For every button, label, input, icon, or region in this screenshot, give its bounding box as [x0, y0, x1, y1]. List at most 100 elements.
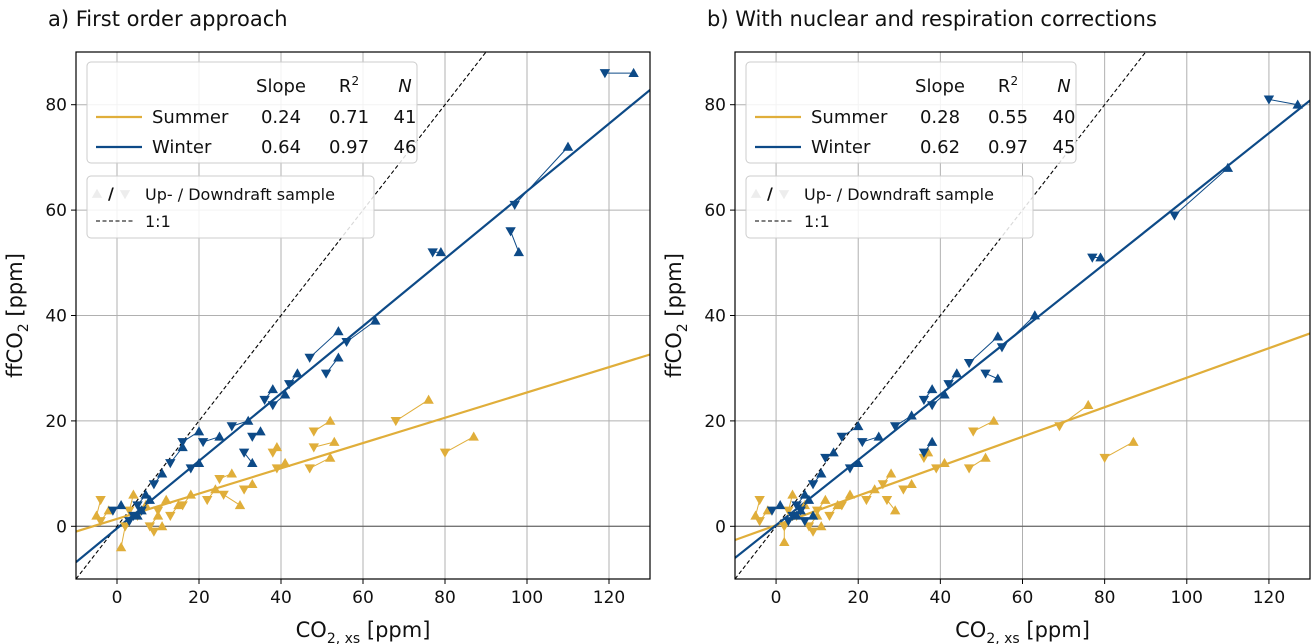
x-tick-label: 0: [112, 588, 123, 608]
downdraft-point: [820, 453, 831, 463]
downdraft-point: [1054, 422, 1065, 432]
legend-header-slope: Slope: [256, 76, 306, 97]
downdraft-point: [267, 401, 278, 411]
legend-r2-value: 0.97: [988, 137, 1028, 158]
legend-label-winter: Winter: [152, 137, 212, 158]
downdraft-point: [1087, 253, 1098, 263]
updraft-point: [1128, 436, 1139, 446]
x-tick-label: 80: [434, 588, 456, 608]
updraft-point: [214, 431, 225, 441]
legend-n-value: 40: [1053, 107, 1076, 128]
updraft-point: [774, 500, 786, 510]
y-tick-label: 80: [704, 96, 726, 116]
sample-link: [444, 436, 474, 453]
legend-one-to-one-label: 1:1: [145, 212, 171, 231]
updraft-point: [435, 247, 447, 257]
legend-label-summer: Summer: [152, 107, 229, 128]
downdraft-point: [271, 464, 283, 474]
updraft-point: [889, 505, 901, 515]
downdraft-point: [390, 417, 401, 427]
fit-line-summer: [76, 353, 650, 533]
updraft-point: [787, 489, 798, 499]
downdraft-point: [980, 369, 991, 379]
legend-header-r2: R2: [339, 74, 359, 97]
downdraft-point: [247, 432, 258, 442]
updraft-point: [152, 510, 164, 520]
legend-header-slope: Slope: [915, 76, 965, 97]
stats-legend: Slope R2 N Summer 0.24 0.71 41 Winter 0.64 0.97 46: [86, 61, 418, 164]
y-axis-label: ffCO2 [ppm]: [662, 253, 691, 378]
plot-area: [735, 52, 1310, 579]
updraft-point: [939, 457, 950, 467]
updraft-point: [1029, 310, 1041, 320]
downdraft-point: [996, 343, 1008, 353]
downdraft-point: [148, 480, 160, 490]
x-tick-label: 40: [270, 588, 292, 608]
downdraft-point: [807, 480, 819, 490]
updraft-point: [234, 500, 246, 510]
downdraft-point: [120, 522, 131, 532]
updraft-point: [799, 489, 811, 499]
updraft-point: [193, 426, 205, 436]
chart-title: b) With nuclear and respiration correcti…: [707, 7, 1157, 31]
downdraft-point: [803, 522, 815, 532]
downdraft-point: [791, 501, 802, 511]
updraft-point: [115, 542, 127, 552]
x-tick-label: 20: [188, 588, 210, 608]
fit-line-winter: [735, 99, 1310, 559]
updraft-point: [279, 457, 291, 467]
downdraft-point: [238, 448, 250, 458]
downdraft-point: [427, 248, 438, 258]
y-tick-label: 40: [45, 307, 67, 327]
y-tick-label: 20: [704, 412, 726, 432]
updraft-point: [779, 536, 790, 547]
updraft-point: [791, 510, 802, 520]
updraft-point: [628, 67, 639, 77]
downdraft-point: [165, 511, 176, 521]
updraft-point: [136, 505, 147, 515]
downdraft-point: [943, 380, 954, 390]
downdraft-point: [918, 453, 930, 463]
updraft-point: [1095, 252, 1106, 262]
updraft-point: [370, 315, 381, 325]
sample-link: [1268, 98, 1298, 106]
stats-legend-box: [745, 61, 1077, 164]
sample-link: [223, 494, 241, 506]
downdraft-point: [881, 496, 893, 506]
downdraft-point: [304, 464, 315, 474]
updraft-point: [885, 468, 897, 478]
downdraft-point: [1099, 453, 1110, 463]
updraft-point: [803, 494, 815, 504]
legend-updown-label: Up- / Downdraft sample: [804, 185, 994, 204]
updraft-point: [807, 510, 819, 520]
y-tick-label: 80: [45, 96, 67, 116]
downdraft-point: [144, 522, 155, 532]
downdraft-point: [320, 369, 332, 379]
x-tick-label: 80: [1094, 588, 1116, 608]
updraft-point: [828, 447, 839, 457]
legend-one-to-one-label: 1:1: [804, 212, 830, 231]
updraft-point: [144, 494, 155, 504]
updraft-point: [247, 478, 258, 489]
downdraft-point: [1169, 211, 1180, 221]
updraft-point: [873, 431, 884, 441]
sample-link: [395, 399, 429, 422]
y-tick-label: 0: [56, 517, 67, 537]
updraft-point: [832, 500, 843, 510]
updraft-point: [132, 510, 143, 520]
downdraft-point: [267, 448, 278, 458]
updraft-point: [173, 500, 184, 510]
stats-legend: Slope R2 N Summer 0.28 0.55 40 Winter 0.62 0.97 45: [745, 61, 1077, 164]
updraft-point: [177, 442, 188, 452]
y-tick-label: 20: [45, 412, 67, 432]
downdraft-point: [779, 522, 790, 532]
downdraft-point: [259, 395, 270, 406]
downdraft-point: [898, 485, 909, 495]
downdraft-point: [861, 496, 872, 506]
downdraft-point: [968, 427, 979, 437]
chart-title: a) First order approach: [48, 7, 288, 31]
updraft-point: [816, 468, 827, 478]
stats-legend-box: [86, 61, 418, 164]
legend-n-value: 46: [394, 137, 417, 158]
